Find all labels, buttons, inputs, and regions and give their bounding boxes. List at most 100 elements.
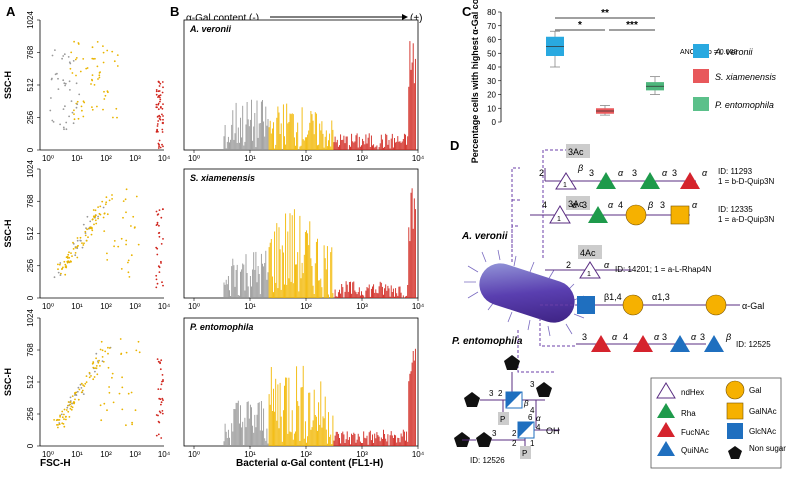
scatter-point (63, 413, 65, 416)
scatter-point (155, 90, 158, 93)
panel-b-header: α-Gal content (-) (+) (186, 13, 423, 24)
scatter-point (161, 91, 164, 94)
scatter-point (79, 383, 82, 386)
scatter-point (88, 371, 91, 374)
link-3: 3 (632, 168, 637, 178)
link-4: 4 (623, 332, 628, 342)
id-14201: ID: 14201; 1 = a-L-Rhap4N (615, 265, 712, 274)
phosphate-label: P (522, 449, 527, 458)
link-4: 4 (542, 200, 547, 210)
legend-galnac-icon (726, 402, 744, 420)
scatter-point (158, 114, 161, 117)
scatter-point (121, 408, 124, 411)
scatter-point (91, 218, 94, 221)
scatter-point (91, 46, 94, 49)
scatter-point (122, 216, 124, 219)
connector-lines (511, 149, 576, 373)
quinac-icon (670, 335, 690, 352)
scatter-point (68, 256, 71, 259)
fucnac-icon (680, 172, 700, 189)
scatter-point (106, 213, 109, 216)
scatter-point (99, 71, 101, 73)
x-tick-label: 10³ (356, 154, 368, 163)
scatter-point (158, 85, 161, 87)
scatter-point (113, 240, 116, 242)
sig-label: ** (601, 8, 609, 19)
scatter-point (97, 361, 100, 364)
scatter-point (111, 50, 114, 53)
scatter-point (115, 107, 118, 110)
scatter-point (65, 256, 68, 259)
link-3: 3 (492, 429, 497, 438)
scatter-point (83, 385, 86, 387)
scatter-point (130, 225, 132, 227)
gal-icon (622, 294, 644, 316)
scatter-point (95, 352, 98, 355)
scatter-point (63, 418, 65, 420)
link-alpha: α (654, 332, 660, 342)
scatter-point (64, 84, 66, 87)
scatter-point (73, 401, 76, 404)
scatter-point (156, 253, 159, 256)
glcnac-icon (518, 422, 534, 438)
link-beta: β (725, 332, 731, 342)
y-tick-label: 0 (26, 295, 35, 300)
scatter-point (157, 120, 160, 122)
scatter-point (106, 259, 109, 261)
scatter-point (162, 238, 164, 240)
scatter-point (82, 58, 85, 60)
scatter-point (157, 102, 160, 105)
scatter-point (158, 410, 161, 413)
scatter-point (131, 421, 134, 424)
arrow-head-icon (402, 14, 408, 20)
scatter-point (161, 81, 164, 83)
scatter-point (156, 358, 159, 360)
scatter-point (68, 251, 70, 254)
glcnac-icon (577, 296, 595, 314)
scatter-point (91, 362, 94, 365)
scatter-point (158, 271, 161, 273)
y-tick-label: 0 (26, 443, 35, 448)
scatter-point (71, 111, 74, 114)
scatter-point (117, 245, 120, 248)
glycan-12335: 3Ac 4 1 α 3 α 4 β 3 α ID: 12335 1 = a-D-… (530, 196, 774, 226)
scatter-point (104, 203, 107, 206)
y-tick-label: 256 (26, 110, 35, 124)
residue-number: 1 (563, 182, 567, 189)
scatter-point (92, 209, 95, 211)
scatter-point (55, 419, 58, 422)
id-11293: ID: 11293 (718, 167, 753, 176)
scatter-point (77, 117, 80, 120)
link-3: 3 (582, 200, 587, 210)
link-4: 4 (618, 200, 623, 210)
scatter-point (69, 396, 72, 399)
x-tick-label: 10⁴ (158, 154, 171, 163)
scatter-point (137, 243, 140, 246)
legend-fucnac-icon (657, 422, 675, 437)
scatter-point (72, 122, 75, 125)
scatter-point (103, 230, 106, 233)
link-beta: β (577, 163, 583, 173)
scatter-point (158, 81, 161, 84)
scatter-point (157, 108, 160, 111)
scatter-point (104, 350, 107, 353)
scatter-point (97, 78, 99, 80)
link-alpha: α (608, 200, 614, 210)
scatter-point (62, 126, 65, 129)
link-3: 3 (672, 168, 677, 178)
box-y-tick-label: 60 (487, 36, 496, 45)
scatter-point (97, 217, 99, 220)
ssc-axis-label: SSC-H (3, 368, 13, 396)
link-beta14: β1,4 (604, 292, 622, 302)
scatter-point (92, 366, 95, 369)
phosphate-tag (520, 446, 531, 459)
x-tick-label: 10⁰ (42, 302, 54, 311)
scatter-point (161, 122, 164, 124)
x-tick-label: 10⁴ (412, 154, 425, 163)
scatter-point (125, 243, 127, 246)
legend-glcnac-icon (727, 423, 743, 439)
alpha-gal-negative-label: α-Gal content (-) (186, 13, 259, 24)
scatter-point (75, 82, 78, 85)
x-tick-label: 10⁰ (42, 450, 54, 459)
box-y-axis-label: Percentage cells with highest α-Gal cont… (470, 0, 480, 163)
